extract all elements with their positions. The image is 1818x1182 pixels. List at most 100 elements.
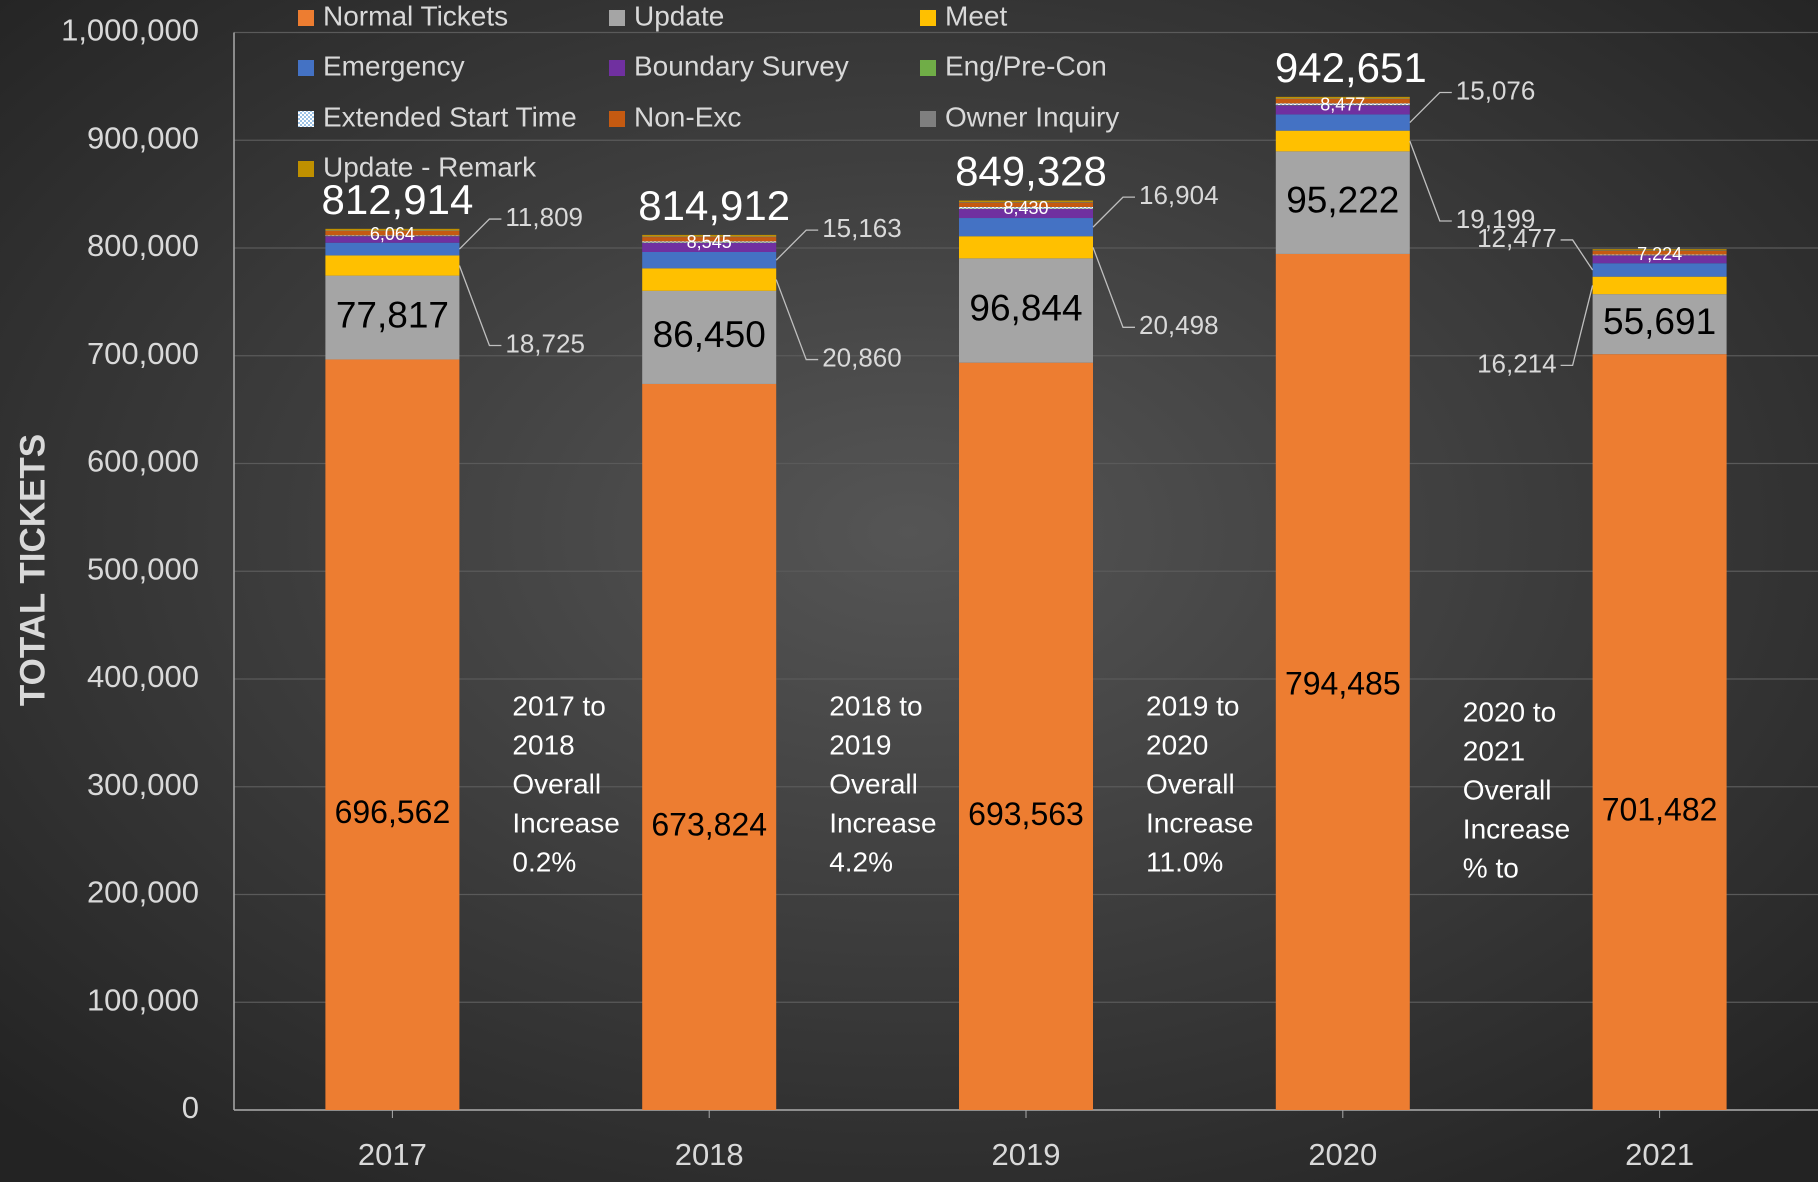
leader-line — [1409, 140, 1452, 222]
bar-segment — [325, 255, 460, 276]
data-label: 19,199 — [1456, 204, 1536, 234]
data-label: 8,430 — [1003, 198, 1048, 218]
annotation: Increase — [1146, 807, 1253, 838]
data-label: 16,904 — [1139, 180, 1219, 210]
x-tick-label: 2019 — [992, 1137, 1061, 1172]
y-tick-label: 200,000 — [87, 875, 199, 910]
y-tick-label: 600,000 — [87, 444, 199, 479]
legend-label: Non-Exc — [634, 101, 741, 132]
y-tick-label: 1,000,000 — [61, 13, 199, 48]
bar-segment — [325, 228, 460, 231]
bar-segment — [959, 218, 1093, 237]
annotation: 2018 to — [829, 690, 922, 721]
data-label: 15,076 — [1456, 75, 1536, 105]
legend-swatch — [920, 60, 936, 76]
legend-swatch — [298, 10, 314, 26]
bar-segment — [1592, 250, 1727, 255]
bar-segment — [1592, 263, 1727, 277]
data-label: 96,844 — [969, 287, 1082, 328]
legend-label: Emergency — [323, 50, 465, 81]
bar-segment — [1275, 114, 1410, 131]
annotation: Increase — [512, 807, 619, 838]
x-tick-label: 2018 — [675, 1137, 744, 1172]
y-tick-label: 900,000 — [87, 120, 199, 155]
legend-swatch — [298, 60, 314, 76]
bar-segment — [642, 268, 777, 291]
legend-swatch — [920, 111, 936, 127]
legend-swatch — [920, 10, 936, 26]
annotation: Increase — [1463, 813, 1570, 844]
bar-segment — [959, 202, 1093, 208]
leader-line — [1560, 285, 1594, 367]
y-tick-label: 100,000 — [87, 982, 199, 1017]
data-label: 15,163 — [822, 213, 902, 243]
legend-swatch — [609, 60, 625, 76]
data-label: 701,482 — [1602, 792, 1718, 828]
legend-label: Extended Start Time — [323, 101, 577, 132]
data-label: 8,477 — [1320, 95, 1365, 115]
total-label: 942,651 — [1275, 44, 1427, 91]
bar-segment — [959, 207, 1093, 209]
annotation: 2020 to — [1463, 696, 1556, 727]
bar-segment — [959, 236, 1093, 259]
data-label: 16,214 — [1477, 348, 1557, 378]
bar-segment — [1592, 276, 1727, 295]
leader-line — [458, 265, 502, 347]
annotation: 0.2% — [512, 846, 576, 877]
data-label: 673,824 — [651, 806, 767, 842]
y-tick-label: 800,000 — [87, 228, 199, 263]
bar-segment — [1592, 254, 1727, 256]
bar-segment — [325, 242, 460, 256]
total-label: 849,328 — [955, 148, 1107, 195]
data-label: 693,563 — [968, 796, 1084, 832]
bar-segment — [959, 200, 1093, 203]
legend-label: Update - Remark — [323, 151, 537, 182]
bar-segment — [642, 290, 777, 384]
data-label: 95,222 — [1286, 179, 1399, 220]
bar-segment — [642, 237, 777, 242]
legend-swatch — [298, 161, 314, 177]
bar-segment — [642, 251, 777, 269]
leader-line — [1409, 91, 1452, 123]
annotation: 11.0% — [1146, 846, 1223, 877]
y-tick-label: 700,000 — [87, 336, 199, 371]
bar-segment — [325, 235, 460, 236]
annotation: 4.2% — [829, 846, 893, 877]
data-label: 18,725 — [505, 328, 585, 358]
bar-segment — [1275, 96, 1410, 99]
bar-segment — [1592, 294, 1727, 355]
data-label: 696,562 — [335, 794, 451, 830]
data-label: 8,545 — [687, 232, 732, 252]
y-tick-label: 300,000 — [87, 767, 199, 802]
data-label: 11,809 — [505, 202, 583, 232]
bar-segment — [1592, 255, 1727, 264]
bar-segment — [1592, 250, 1727, 251]
data-label: 20,498 — [1139, 310, 1219, 340]
annotation: 2020 — [1146, 729, 1208, 760]
annotation: Overall — [512, 768, 601, 799]
y-tick-label: 400,000 — [87, 659, 199, 694]
bar-segment — [959, 258, 1093, 363]
annotation: 2019 — [829, 729, 891, 760]
bar-segment — [1592, 249, 1727, 251]
data-label: 20,860 — [822, 342, 902, 372]
total-label: 812,914 — [321, 176, 473, 223]
leader-line — [458, 218, 502, 250]
legend-label: Owner Inquiry — [945, 101, 1119, 132]
data-label: 77,817 — [336, 294, 449, 335]
annotation: Increase — [829, 807, 936, 838]
data-label: 86,450 — [653, 314, 766, 355]
bar-segment — [1275, 103, 1410, 105]
bar-segment — [642, 242, 777, 252]
legend-swatch — [609, 111, 625, 127]
bar-segment — [642, 234, 777, 237]
annotation: % to — [1463, 852, 1519, 883]
annotation: 2019 to — [1146, 690, 1239, 721]
legend-label: Eng/Pre-Con — [945, 50, 1107, 81]
total-label: 814,912 — [638, 182, 790, 229]
data-label: 55,691 — [1603, 301, 1716, 342]
bar-segment — [642, 241, 777, 243]
bar-segment — [325, 231, 460, 236]
legend-swatch — [609, 10, 625, 26]
